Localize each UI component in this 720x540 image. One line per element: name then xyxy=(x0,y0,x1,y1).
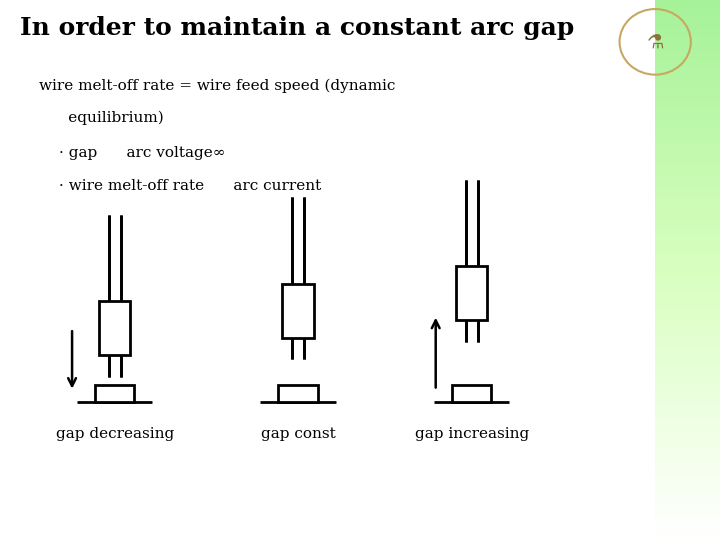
Polygon shape xyxy=(279,385,318,402)
Text: · wire melt-off rate      arc current: · wire melt-off rate arc current xyxy=(59,179,321,193)
Polygon shape xyxy=(294,197,302,359)
Text: In order to maintain a constant arc gap: In order to maintain a constant arc gap xyxy=(19,16,574,40)
Polygon shape xyxy=(468,180,476,342)
Text: ⚗: ⚗ xyxy=(647,32,664,51)
Text: gap increasing: gap increasing xyxy=(415,427,529,441)
Text: gap decreasing: gap decreasing xyxy=(55,427,174,441)
Polygon shape xyxy=(456,266,487,320)
Polygon shape xyxy=(282,284,314,338)
Polygon shape xyxy=(111,215,119,377)
Polygon shape xyxy=(99,301,130,355)
Text: equilibrium): equilibrium) xyxy=(40,111,164,125)
Polygon shape xyxy=(452,385,492,402)
Text: gap const: gap const xyxy=(261,427,336,441)
Polygon shape xyxy=(95,385,135,402)
Text: wire melt-off rate = wire feed speed (dynamic: wire melt-off rate = wire feed speed (dy… xyxy=(40,78,396,93)
Text: · gap      arc voltage∞: · gap arc voltage∞ xyxy=(59,146,225,160)
